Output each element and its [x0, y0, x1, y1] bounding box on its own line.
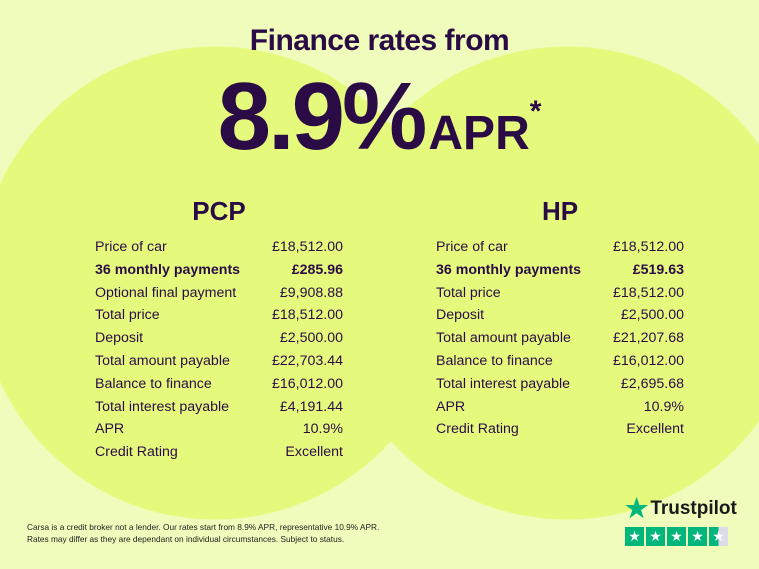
- pcp-row: Deposit £2,500.00: [95, 327, 343, 350]
- apr-label: APR: [428, 107, 530, 160]
- row-label: 36 monthly payments: [436, 261, 582, 278]
- rate-value: 8.9%: [217, 63, 428, 170]
- disclaimer: Carsa is a credit broker not a lender. O…: [27, 521, 379, 545]
- hp-row: Balance to finance £16,012.00: [436, 350, 684, 373]
- pcp-row: Total price £18,512.00: [95, 304, 343, 327]
- row-value: Excellent: [285, 444, 343, 461]
- row-label: Total price: [95, 307, 160, 324]
- row-label: APR: [436, 398, 466, 415]
- hp-row: Total amount payable £21,207.68: [436, 327, 684, 350]
- trustpilot-name: Trustpilot: [650, 497, 737, 519]
- row-value: £18,512.00: [612, 284, 684, 301]
- row-value: £285.96: [291, 261, 343, 278]
- row-label: 36 monthly payments: [95, 261, 241, 278]
- row-label: Credit Rating: [436, 421, 519, 438]
- rating-star-icon: ★: [709, 527, 728, 546]
- row-label: Price of car: [95, 239, 167, 255]
- hp-row: Price of car £18,512.00: [436, 236, 684, 259]
- row-label: Optional final payment: [95, 284, 237, 301]
- pcp-table: PCP Price of car £18,512.00 36 monthly pay…: [95, 196, 343, 464]
- disclaimer-line-1: Carsa is a credit broker not a lender. O…: [27, 522, 380, 532]
- row-value: £18,512.00: [612, 239, 684, 255]
- trustpilot-badge: ★ Trustpilot ★ ★ ★ ★ ★: [625, 493, 737, 546]
- rating-star-icon: ★: [667, 527, 686, 546]
- row-value: £4,191.44: [279, 398, 343, 415]
- row-value: £22,703.44: [271, 352, 343, 369]
- row-label: Deposit: [95, 330, 144, 347]
- headline: Finance rates from: [249, 24, 510, 57]
- row-label: Price of car: [436, 239, 508, 255]
- rating-star-icon: ★: [688, 527, 707, 546]
- pcp-row: Balance to finance £16,012.00: [95, 373, 343, 396]
- pcp-row: Price of car £18,512.00: [95, 236, 343, 259]
- pcp-row: APR 10.9%: [95, 418, 343, 441]
- row-label: Deposit: [436, 307, 485, 324]
- row-value: £2,500.00: [279, 330, 343, 347]
- rating-star-icon: ★: [625, 527, 644, 546]
- row-label: Total price: [436, 284, 501, 301]
- row-value: £18,512.00: [271, 239, 343, 255]
- pcp-row: Optional final payment £9,908.88: [95, 282, 343, 305]
- asterisk: *: [529, 95, 542, 128]
- trustpilot-rating: ★ ★ ★ ★ ★: [625, 527, 735, 546]
- row-value: 10.9%: [643, 398, 684, 415]
- hp-row: Credit Rating Excellent: [436, 418, 684, 441]
- row-value: 10.9%: [302, 421, 343, 438]
- row-label: Balance to finance: [95, 375, 212, 392]
- trustpilot-star-icon: ★: [625, 493, 649, 523]
- pcp-row: Credit Rating Excellent: [95, 441, 343, 464]
- rate-display: 8.9%APR*: [0, 62, 759, 172]
- pcp-row: 36 monthly payments £285.96: [95, 259, 343, 282]
- row-label: Total amount payable: [95, 352, 230, 369]
- row-label: Total interest payable: [95, 398, 230, 415]
- row-label: Total interest payable: [436, 375, 571, 392]
- hp-row: 36 monthly payments £519.63: [436, 259, 684, 282]
- row-value: £16,012.00: [612, 352, 684, 369]
- hp-row: Total interest payable £2,695.68: [436, 373, 684, 396]
- row-value: £18,512.00: [271, 307, 343, 324]
- row-value: £519.63: [632, 261, 684, 278]
- pcp-row: Total interest payable £4,191.44: [95, 396, 343, 419]
- row-label: Balance to finance: [436, 352, 553, 369]
- row-label: Total amount payable: [436, 330, 571, 347]
- row-value: £21,207.68: [612, 330, 684, 347]
- rating-star-icon: ★: [646, 527, 665, 546]
- row-label: Credit Rating: [95, 444, 178, 461]
- row-value: £9,908.88: [279, 284, 343, 301]
- row-value: £2,500.00: [620, 307, 684, 324]
- hp-row: Total price £18,512.00: [436, 282, 684, 305]
- disclaimer-line-2: Rates may differ as they are dependant o…: [27, 534, 345, 544]
- row-label: APR: [95, 421, 125, 438]
- pcp-row: Total amount payable £22,703.44: [95, 350, 343, 373]
- hp-table: HP Price of car £18,512.00 36 monthly paym…: [436, 196, 684, 441]
- row-value: £2,695.68: [620, 375, 684, 392]
- row-value: £16,012.00: [271, 375, 343, 392]
- hp-title: HP: [541, 196, 579, 226]
- row-value: Excellent: [626, 421, 684, 438]
- hp-row: APR 10.9%: [436, 396, 684, 419]
- pcp-title: PCP: [192, 196, 246, 226]
- hp-row: Deposit £2,500.00: [436, 304, 684, 327]
